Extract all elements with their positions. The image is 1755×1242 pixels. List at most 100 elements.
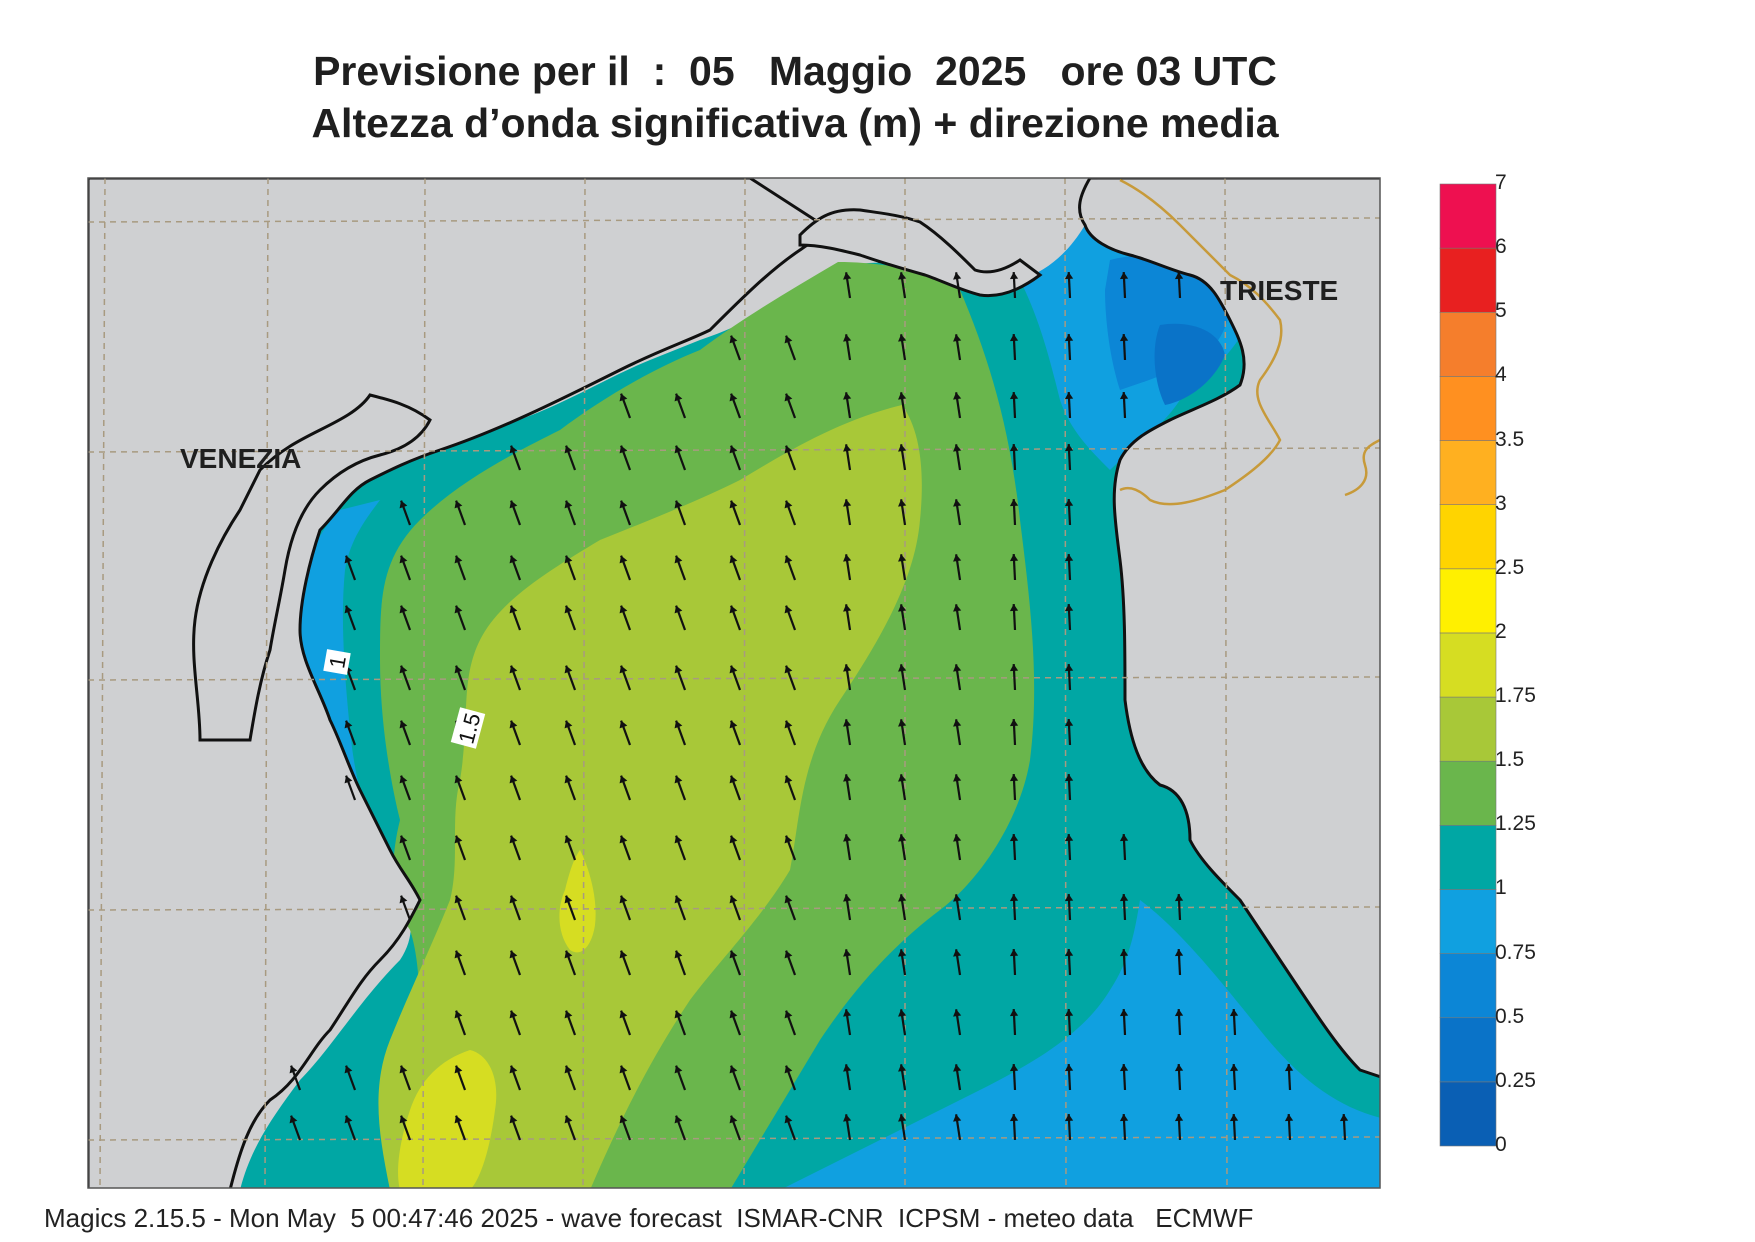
direction-arrow-head [399, 1115, 408, 1124]
direction-arrow-head [953, 272, 962, 280]
direction-arrow-head [619, 720, 628, 729]
direction-arrow-head [1119, 392, 1129, 400]
direction-arrow-head [784, 835, 793, 844]
colorbar-swatch [1439, 760, 1497, 826]
colorbar-tick-label: 5 [1495, 299, 1507, 323]
direction-arrow-head [1064, 834, 1074, 842]
direction-arrow-head [1064, 444, 1074, 452]
colorbar-tick-label: 0.75 [1495, 940, 1536, 964]
direction-arrow-head [784, 445, 793, 454]
direction-arrow-head [898, 1064, 907, 1072]
direction-arrow-head [953, 894, 962, 902]
direction-arrow-head [564, 895, 573, 904]
sea-region-15-175 [378, 405, 922, 1188]
direction-arrow-head [564, 445, 573, 454]
state-border [1119, 178, 1283, 506]
direction-arrow-head [843, 444, 852, 452]
direction-arrow-head [843, 664, 852, 672]
direction-arrow-head [674, 665, 683, 674]
colorbar-tick-label: 4 [1495, 363, 1507, 387]
direction-arrow-head [674, 720, 683, 729]
colorbar-tick-label: 0.25 [1495, 1068, 1536, 1092]
direction-arrow-head [843, 604, 852, 612]
map-area: 1 1.5 VENEZIA TRIESTE [88, 178, 1380, 1188]
direction-arrow-head [1009, 664, 1019, 672]
direction-arrow-head [784, 720, 793, 729]
sea-region-025-05-north [1154, 323, 1225, 405]
direction-arrow-head [454, 555, 463, 564]
direction-arrow-head [564, 555, 573, 564]
direction-arrow-head [344, 555, 353, 564]
sea-region-175-2-a [559, 850, 596, 953]
direction-arrow-head [289, 1115, 298, 1124]
direction-arrow-head [1064, 664, 1074, 672]
direction-arrow-head [509, 665, 518, 674]
colorbar-swatch [1439, 504, 1497, 570]
map-frame [87, 177, 1381, 1189]
direction-arrow-head [674, 775, 683, 784]
direction-arrow-head [729, 720, 738, 729]
land-istria [1078, 178, 1380, 1079]
direction-arrow-head [1119, 894, 1129, 902]
direction-arrow-head [619, 835, 628, 844]
colorbar-swatch [1439, 632, 1497, 698]
colorbar-swatch [1439, 183, 1497, 249]
direction-arrow-head [843, 334, 852, 342]
direction-arrow-head [619, 500, 628, 509]
direction-arrow-head [454, 1065, 463, 1074]
direction-arrow-head [674, 393, 683, 402]
direction-arrow-head [898, 664, 907, 672]
direction-arrow-head [729, 445, 738, 454]
direction-arrow-head [843, 392, 852, 400]
colorbar-tick-label: 3.5 [1495, 427, 1525, 451]
direction-arrow-head [898, 1114, 907, 1122]
direction-arrow-head [729, 665, 738, 674]
direction-arrow-head [953, 604, 962, 612]
direction-arrow-head [1009, 719, 1019, 727]
direction-arrow-head [509, 1010, 518, 1019]
direction-arrow-head [564, 950, 573, 959]
direction-arrow-head [1009, 774, 1019, 782]
direction-arrow-head [1119, 949, 1129, 957]
direction-arrow-head [843, 1114, 852, 1122]
colorbar-swatch [1439, 376, 1497, 441]
direction-arrow-head [1284, 1064, 1294, 1072]
direction-arrow-head [898, 444, 907, 452]
contour-label-15: 1.5 [450, 707, 485, 749]
direction-arrow-head [399, 775, 408, 784]
direction-arrow-head [843, 499, 852, 507]
direction-arrow-head [953, 834, 962, 842]
state-border-2 [1344, 438, 1380, 497]
direction-arrow-head [344, 720, 353, 729]
direction-arrow-head [564, 720, 573, 729]
direction-arrow-head [454, 500, 463, 509]
direction-arrow-head [1174, 1064, 1184, 1072]
direction-arrow-head [619, 950, 628, 959]
direction-arrow-head [843, 1009, 852, 1017]
direction-arrow-head [784, 1065, 793, 1074]
direction-arrow-head [1229, 1114, 1239, 1122]
direction-arrow-head [344, 1115, 353, 1124]
direction-arrow-head [564, 605, 573, 614]
direction-arrow-head [1009, 894, 1019, 902]
direction-arrow-head [1119, 834, 1129, 842]
direction-arrow-head [619, 393, 628, 402]
direction-arrow-head [898, 392, 907, 400]
direction-arrow-head [399, 500, 408, 509]
colorbar-tick-label: 1 [1495, 876, 1507, 900]
direction-arrow-head [564, 500, 573, 509]
direction-arrow-head [843, 272, 852, 280]
direction-arrow-head [953, 444, 962, 452]
direction-arrow-head [564, 775, 573, 784]
direction-arrow-head [1064, 1009, 1074, 1017]
direction-arrow-head [729, 605, 738, 614]
sea-region-075-1-south [784, 900, 1380, 1188]
direction-arrow-head [509, 775, 518, 784]
direction-arrow-head [898, 1009, 907, 1017]
direction-arrow-head [1174, 272, 1184, 280]
direction-arrow-head [289, 1065, 298, 1074]
direction-arrow-head [1064, 894, 1074, 902]
direction-arrow-head [454, 950, 463, 959]
direction-arrow-head [729, 775, 738, 784]
